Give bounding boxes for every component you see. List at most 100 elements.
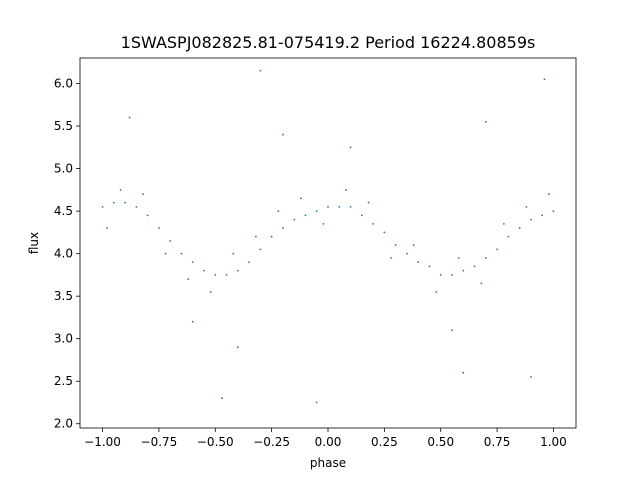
- data-point: [203, 269, 205, 272]
- data-point: [119, 188, 122, 191]
- data-point: [518, 227, 521, 230]
- data-point: [322, 222, 325, 225]
- data-point: [462, 371, 465, 374]
- data-point: [530, 376, 532, 378]
- data-point: [543, 78, 546, 81]
- data-point: [406, 252, 408, 255]
- data-point: [248, 261, 250, 264]
- data-point: [180, 252, 183, 255]
- x-tick-label: −0.25: [253, 435, 290, 449]
- y-tick-label: 3.5: [54, 289, 73, 303]
- data-point: [327, 205, 329, 208]
- data-point: [349, 146, 352, 149]
- x-tick-label: 0.75: [484, 435, 511, 449]
- data-point: [101, 205, 104, 208]
- data-point: [214, 274, 217, 276]
- data-point: [372, 222, 374, 225]
- data-point: [541, 214, 544, 217]
- data-point: [191, 320, 194, 323]
- y-tick-label: 5.5: [54, 119, 73, 133]
- data-point: [349, 205, 352, 208]
- data-point: [484, 256, 487, 259]
- data-point: [338, 205, 341, 208]
- data-point: [304, 214, 307, 217]
- data-point: [106, 227, 108, 230]
- data-point: [525, 205, 528, 208]
- data-point: [254, 235, 257, 238]
- data-point: [112, 201, 115, 204]
- data-point: [169, 239, 172, 242]
- data-points: [101, 69, 555, 404]
- data-point: [390, 256, 393, 259]
- data-point: [367, 201, 370, 204]
- data-point: [282, 227, 284, 230]
- data-point: [191, 261, 194, 264]
- data-point: [164, 252, 167, 255]
- data-point: [124, 201, 126, 204]
- data-point: [158, 227, 160, 230]
- data-point: [457, 256, 460, 259]
- x-tick-label: 0.25: [371, 435, 398, 449]
- data-point: [315, 401, 318, 404]
- x-tick-label: −1.00: [84, 435, 121, 449]
- data-point: [232, 252, 235, 255]
- chart-title: 1SWASPJ082825.81-075419.2 Period 16224.8…: [121, 33, 536, 52]
- data-point: [315, 210, 318, 213]
- data-point: [277, 210, 280, 213]
- data-point: [507, 235, 510, 238]
- data-point: [412, 244, 415, 247]
- y-tick-label: 6.0: [54, 77, 73, 91]
- data-point: [394, 244, 397, 247]
- data-point: [293, 218, 296, 221]
- data-point: [236, 346, 239, 349]
- data-point: [383, 231, 386, 234]
- data-point: [451, 329, 453, 332]
- data-point: [225, 274, 228, 276]
- data-point: [128, 116, 131, 119]
- data-point: [236, 269, 239, 272]
- data-point: [552, 210, 555, 213]
- data-point: [480, 282, 483, 285]
- data-point: [473, 265, 476, 268]
- data-point: [360, 214, 363, 217]
- data-point: [502, 222, 505, 225]
- x-tick-label: −0.75: [141, 435, 178, 449]
- data-point: [221, 397, 223, 400]
- y-axis-label: flux: [27, 232, 41, 254]
- x-axis-label: phase: [310, 456, 346, 470]
- data-point: [462, 269, 465, 272]
- x-tick-label: 1.00: [540, 435, 567, 449]
- data-point: [451, 274, 453, 276]
- data-point: [146, 214, 149, 217]
- y-tick-label: 3.0: [54, 332, 73, 346]
- data-point: [435, 291, 438, 293]
- data-point: [270, 235, 273, 238]
- y-tick-label: 2.0: [54, 417, 73, 431]
- data-point: [439, 274, 442, 276]
- data-point: [259, 248, 262, 251]
- data-point: [142, 193, 145, 195]
- data-point: [484, 120, 487, 123]
- y-tick-label: 2.5: [54, 374, 73, 388]
- y-axis: 2.0 2.5 3.0 3.5 4.0 4.5 5.0 5.5 6.0: [54, 77, 80, 431]
- data-point: [259, 69, 262, 72]
- data-point: [209, 291, 212, 293]
- data-point: [530, 218, 532, 221]
- data-point: [345, 188, 347, 191]
- x-tick-label: −0.50: [197, 435, 234, 449]
- x-tick-label: 0.00: [315, 435, 342, 449]
- data-point: [428, 265, 431, 268]
- y-tick-label: 5.0: [54, 162, 73, 176]
- data-point: [300, 197, 302, 200]
- data-point: [282, 133, 284, 136]
- data-point: [187, 278, 190, 281]
- y-tick-label: 4.5: [54, 204, 73, 218]
- x-tick-label: 0.50: [427, 435, 454, 449]
- data-point: [417, 261, 420, 264]
- data-point: [135, 205, 138, 208]
- y-tick-label: 4.0: [54, 247, 73, 261]
- axes-frame: [79, 57, 577, 429]
- data-point: [496, 248, 498, 251]
- x-axis: −1.00 −0.75 −0.50 −0.25 0.00 0.25 0.50 0.75 1.00: [84, 428, 567, 449]
